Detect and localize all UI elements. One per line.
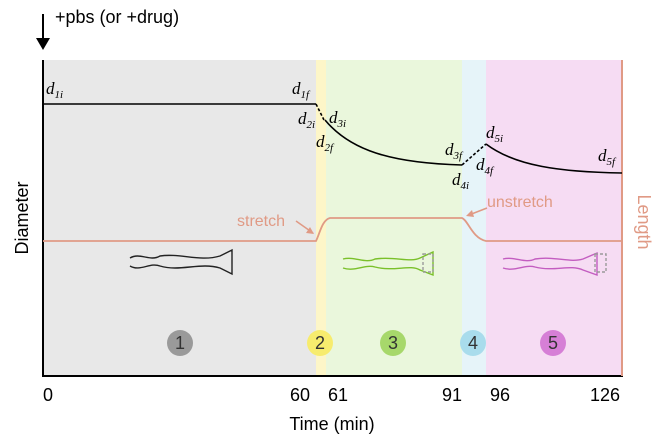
y2-axis-label: Length [634, 194, 652, 249]
phase-number: 2 [315, 333, 325, 353]
x-tick-label: 60 [290, 385, 310, 405]
unstretch-label: unstretch [487, 194, 553, 211]
figure: +pbs (or +drug) stretch unstretch 1 2 3 … [0, 0, 652, 439]
phase-2-region [316, 60, 326, 376]
x-tick-label: 0 [43, 385, 53, 405]
phase-number: 1 [175, 333, 185, 353]
diameter-subscript: 4i [461, 180, 470, 192]
arrow-head [36, 38, 50, 50]
x-tick-label: 91 [442, 385, 462, 405]
x-tick-label: 61 [328, 385, 348, 405]
phase-number: 5 [548, 333, 558, 353]
x-axis-label: Time (min) [289, 414, 374, 434]
drug-annotation: +pbs (or +drug) [55, 7, 179, 27]
phase-number: 4 [468, 333, 478, 353]
stretch-label: stretch [237, 213, 285, 230]
x-tick-label: 126 [590, 385, 620, 405]
phase-5-region [486, 60, 622, 376]
diameter-subscript: 3i [337, 118, 347, 130]
phase-4-region [462, 60, 486, 376]
diameter-subscript: 2i [307, 119, 316, 131]
x-tick-label: 96 [490, 385, 510, 405]
y-axis-label: Diameter [12, 181, 32, 254]
phase-number: 3 [388, 333, 398, 353]
diameter-subscript: 5i [495, 133, 504, 145]
diameter-subscript: 1i [55, 89, 64, 101]
